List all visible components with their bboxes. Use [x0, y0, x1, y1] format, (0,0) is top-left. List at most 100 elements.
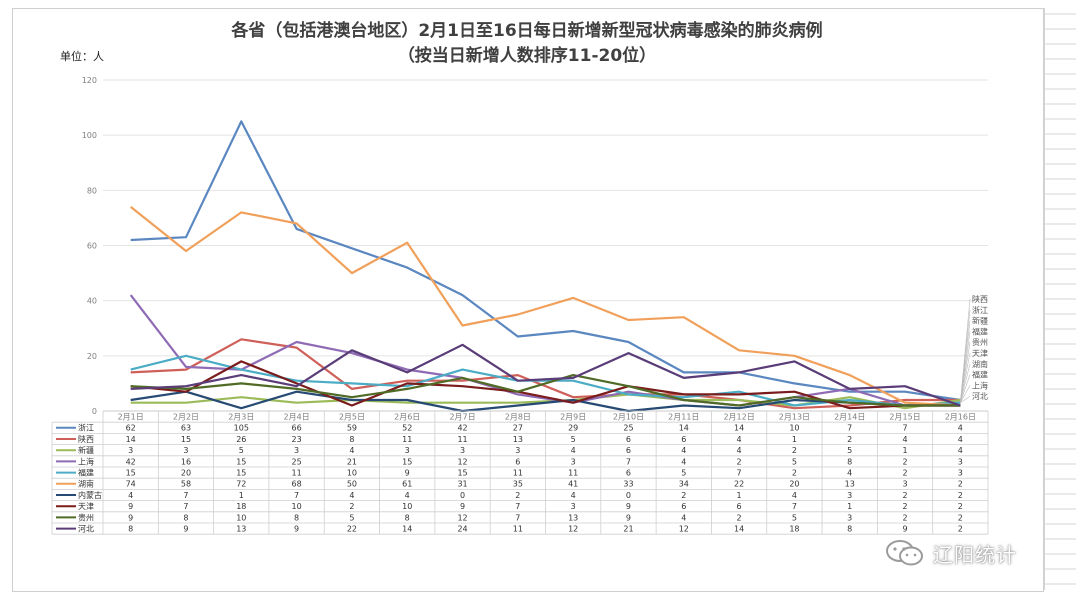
table-cell: 13	[236, 525, 246, 534]
table-cell: 6	[626, 435, 631, 444]
table-cell: 9	[183, 525, 188, 534]
table-cell: 61	[402, 480, 412, 489]
table-cell: 18	[789, 525, 799, 534]
table-cell: 2	[958, 491, 963, 500]
table-cell: 2	[902, 469, 907, 478]
series-line-上海	[129, 294, 961, 407]
series-line-贵州	[130, 374, 961, 407]
table-cell: 5	[792, 513, 797, 522]
table-cell: 3	[128, 446, 133, 455]
table-cell: 4	[958, 435, 963, 444]
table-cell: 12	[457, 513, 467, 522]
table-cell: 23	[292, 435, 302, 444]
table-cell: 18	[236, 502, 246, 511]
table-cell: 8	[183, 513, 188, 522]
table-cell: 1	[239, 491, 244, 500]
x-tick-label: 2月10日	[613, 413, 644, 422]
legend-label: 陕西	[78, 434, 94, 444]
table-cell: 2	[902, 491, 907, 500]
legend-label: 新疆	[78, 445, 94, 455]
table-cell: 2	[792, 469, 797, 478]
table-cell: 25	[623, 424, 633, 433]
table-cell: 3	[958, 469, 963, 478]
unit-label: 单位：人	[60, 49, 104, 63]
table-cell: 6	[681, 435, 686, 444]
table-cell: 4	[902, 435, 907, 444]
table-cell: 5	[239, 446, 244, 455]
table-cell: 8	[847, 457, 852, 466]
table-cell: 15	[457, 469, 467, 478]
table-cell: 4	[571, 491, 576, 500]
table-cell: 3	[902, 480, 907, 489]
table-cell: 14	[734, 424, 744, 433]
table-cell: 5	[571, 435, 576, 444]
end-label: 浙江	[972, 305, 988, 315]
table-cell: 14	[126, 435, 136, 444]
table-cell: 11	[513, 525, 523, 534]
table-cell: 35	[513, 480, 523, 489]
table-cell: 14	[402, 525, 412, 534]
table-cell: 9	[460, 502, 465, 511]
table-cell: 14	[679, 424, 689, 433]
line-chart: 各省（包括港澳台地区）2月1日至16日每日新增新型冠状病毒感染的肺炎病例 （按当…	[51, 20, 989, 535]
table-cell: 2	[902, 457, 907, 466]
x-tick-label: 2月5日	[339, 413, 365, 422]
table-cell: 11	[513, 469, 523, 478]
table-cell: 3	[460, 446, 465, 455]
table-cell: 10	[236, 513, 246, 522]
table-cell: 8	[349, 435, 354, 444]
y-tick-label: 20	[87, 352, 97, 361]
table-cell: 2	[958, 502, 963, 511]
table-cell: 58	[181, 480, 191, 489]
legend-label: 河北	[78, 524, 94, 534]
x-tick-label: 2月1日	[118, 413, 144, 422]
series-lines	[129, 120, 961, 413]
table-cell: 22	[347, 525, 357, 534]
table-cell: 50	[347, 480, 357, 489]
table-cell: 2	[792, 446, 797, 455]
table-cell: 13	[513, 435, 523, 444]
table-cell: 7	[294, 491, 299, 500]
table-cell: 6	[626, 446, 631, 455]
table-cell: 11	[457, 435, 467, 444]
table-cell: 68	[292, 480, 302, 489]
y-tick-label: 0	[92, 407, 97, 416]
table-cell: 5	[792, 457, 797, 466]
x-tick-label: 2月8日	[505, 413, 531, 422]
table-cell: 6	[681, 502, 686, 511]
table-cell: 3	[515, 446, 520, 455]
table-cell: 4	[681, 446, 686, 455]
table-cell: 9	[405, 469, 410, 478]
table-cell: 3	[571, 457, 576, 466]
table-cell: 10	[292, 502, 302, 511]
table-cell: 11	[292, 469, 302, 478]
table-cell: 41	[568, 480, 578, 489]
table-cell: 20	[181, 469, 191, 478]
x-tick-label: 2月2日	[173, 413, 199, 422]
chart-frame	[12, 8, 1044, 592]
legend-label: 福建	[78, 468, 94, 478]
table-cell: 9	[128, 513, 133, 522]
end-label: 新疆	[972, 316, 988, 326]
table-cell: 4	[681, 513, 686, 522]
table-cell: 3	[847, 491, 852, 500]
end-label-leader	[960, 374, 971, 403]
x-tick-label: 2月4日	[284, 413, 310, 422]
x-tick-label: 2月6日	[394, 413, 420, 422]
table-cell: 2	[847, 435, 852, 444]
table-cell: 3	[405, 446, 410, 455]
table-cell: 29	[568, 424, 578, 433]
table-cell: 5	[847, 446, 852, 455]
y-tick-label: 80	[87, 186, 97, 195]
table-cell: 4	[405, 491, 410, 500]
x-tick-label: 2月3日	[228, 413, 254, 422]
table-cell: 4	[958, 424, 963, 433]
table-cell: 20	[789, 480, 799, 489]
table-cell: 12	[568, 525, 578, 534]
table-cell: 10	[402, 502, 412, 511]
table-cell: 1	[847, 502, 852, 511]
table-cell: 74	[126, 480, 136, 489]
end-label-leader	[960, 342, 971, 403]
table-cell: 4	[847, 469, 852, 478]
